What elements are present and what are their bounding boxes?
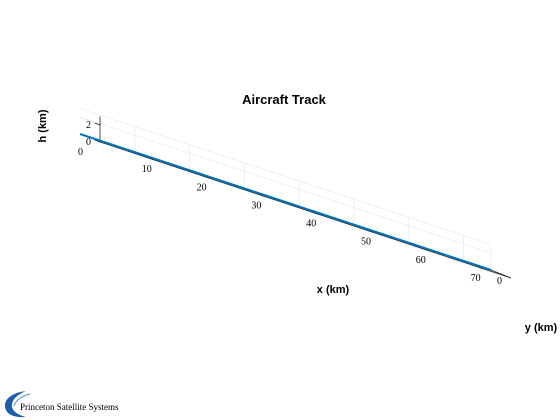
x-tick-label: 40	[306, 219, 316, 230]
x-tick-label: 20	[197, 182, 207, 193]
grid-line-z	[79, 116, 492, 254]
x-tick-label: 50	[361, 237, 371, 248]
x-tick	[312, 211, 320, 215]
z-tick	[94, 139, 101, 143]
x-axis-label: x (km)	[317, 284, 350, 296]
swoosh-icon	[4, 391, 26, 418]
z-tick	[94, 122, 101, 126]
x-tick	[476, 266, 484, 270]
y-axis-line	[490, 269, 512, 279]
track-line	[79, 133, 492, 271]
x-tick-label: 10	[142, 164, 152, 175]
x-origin-label: 0	[78, 147, 83, 158]
z-axis-label: h (km)	[37, 109, 49, 142]
z-tick-label: 2	[86, 120, 91, 131]
x-tick	[421, 247, 429, 252]
x-tick	[257, 193, 265, 197]
z-tick-label: 0	[86, 137, 91, 148]
x-tick-label: 70	[471, 273, 481, 284]
y-tick-label: 0	[497, 276, 502, 287]
x-tick-label: 30	[251, 200, 261, 211]
series-lines	[79, 133, 492, 271]
logo-text: Princeton Satellite Systems	[20, 402, 119, 412]
grid-lines	[79, 108, 492, 271]
axes-frame	[99, 116, 512, 279]
x-tick	[366, 229, 375, 234]
x-tick	[202, 175, 210, 179]
x-axis-line	[99, 141, 512, 279]
chart-title: Aircraft Track	[242, 92, 327, 107]
swoosh-accent-icon	[13, 393, 31, 407]
x-tick-label: 60	[416, 255, 426, 266]
x-tick	[147, 157, 155, 161]
tick-marks	[94, 122, 492, 271]
company-logo: Princeton Satellite Systems	[4, 391, 119, 418]
grid-line-top	[79, 108, 492, 245]
y-axis-label: y (km)	[525, 322, 558, 334]
